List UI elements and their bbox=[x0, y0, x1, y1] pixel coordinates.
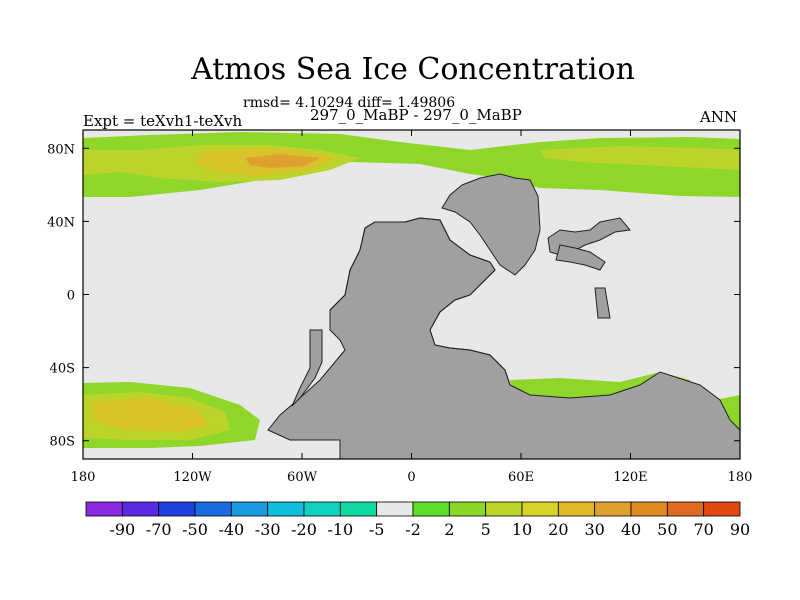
arctic-ice-peak bbox=[245, 154, 320, 168]
colorbar-swatch bbox=[376, 501, 414, 517]
colorbar-swatch bbox=[666, 501, 705, 517]
period-label: 297_0_MaBP - 297_0_MaBP bbox=[310, 106, 522, 124]
colorbar-swatch bbox=[594, 501, 632, 517]
colorbar-label: -40 bbox=[218, 520, 244, 539]
lon-tick-label: 60E bbox=[508, 470, 534, 485]
lon-tick-label: 0 bbox=[407, 470, 415, 485]
colorbar-label: -20 bbox=[291, 520, 317, 539]
lon-tick-label: 180 bbox=[71, 470, 96, 485]
lon-tick-label: 180 bbox=[728, 470, 753, 485]
pacific-spur bbox=[291, 329, 323, 407]
colorbar-label: 20 bbox=[548, 520, 568, 539]
colorbar-swatch bbox=[194, 501, 232, 517]
colorbar-swatch bbox=[703, 501, 741, 517]
colorbar-label: -5 bbox=[369, 520, 385, 539]
experiment-label: Expt = teXvh1-teXvh bbox=[83, 112, 243, 130]
colorbar-swatch bbox=[230, 501, 269, 517]
colorbar-label: -70 bbox=[146, 520, 172, 539]
colorbar-swatch bbox=[339, 501, 378, 517]
colorbar-label: 90 bbox=[730, 520, 750, 539]
colorbar-label: 30 bbox=[584, 520, 604, 539]
season-label: ANN bbox=[700, 108, 738, 126]
colorbar-label: 5 bbox=[481, 520, 491, 539]
lat-tick-label: 80N bbox=[47, 142, 75, 157]
colorbar: -90 -70 -50 -40 -30 -20 -10 -5 -2 2 5 10 20 30 40 50 70 9… bbox=[85, 501, 750, 539]
greenland-landmass bbox=[441, 173, 541, 276]
colorbar-swatch bbox=[85, 501, 123, 517]
colorbar-swatch bbox=[485, 501, 523, 517]
colorbar-label: 40 bbox=[621, 520, 641, 539]
colorbar-swatch bbox=[121, 501, 160, 517]
colorbar-label: -2 bbox=[405, 520, 421, 539]
colorbar-swatch bbox=[412, 501, 450, 517]
colorbar-label: -90 bbox=[109, 520, 135, 539]
small-island bbox=[594, 287, 611, 319]
colorbar-swatch bbox=[448, 501, 487, 517]
japan-island bbox=[555, 244, 606, 271]
lon-tick-label: 120W bbox=[173, 470, 212, 485]
arctic-ice-mid-east bbox=[540, 146, 740, 170]
antarctic-ice-high bbox=[90, 398, 210, 432]
figure-title: Atmos Sea Ice Concentration bbox=[191, 52, 635, 87]
colorbar-label: 10 bbox=[512, 520, 532, 539]
colorbar-label: -10 bbox=[327, 520, 353, 539]
longitude-axis: 180 120W 60W 0 60E 120E 180 bbox=[71, 130, 753, 485]
colorbar-swatch bbox=[267, 501, 305, 517]
lon-tick-label: 120E bbox=[613, 470, 647, 485]
colorbar-label: 70 bbox=[693, 520, 713, 539]
colorbar-swatch bbox=[630, 501, 668, 517]
rmsd-diff-stats: rmsd= 4.10294 diff= 1.49806 bbox=[243, 95, 456, 111]
colorbar-swatch bbox=[303, 501, 341, 517]
lat-tick-label: 0 bbox=[67, 289, 75, 304]
colorbar-swatch bbox=[521, 501, 559, 517]
colorbar-label: -30 bbox=[255, 520, 281, 539]
latitude-axis: 80N 40N 0 40S 80S bbox=[47, 142, 740, 450]
colorbar-label: 2 bbox=[444, 520, 454, 539]
map-panel bbox=[83, 130, 740, 459]
lon-tick-label: 60W bbox=[287, 470, 318, 485]
colorbar-swatch bbox=[158, 501, 196, 517]
colorbar-label: -50 bbox=[182, 520, 208, 539]
lat-tick-label: 40N bbox=[47, 215, 75, 230]
land-outline bbox=[329, 217, 511, 386]
lat-tick-label: 80S bbox=[50, 435, 75, 450]
lat-tick-label: 40S bbox=[50, 362, 75, 377]
colorbar-label: 50 bbox=[657, 520, 677, 539]
colorbar-swatch bbox=[557, 501, 596, 517]
